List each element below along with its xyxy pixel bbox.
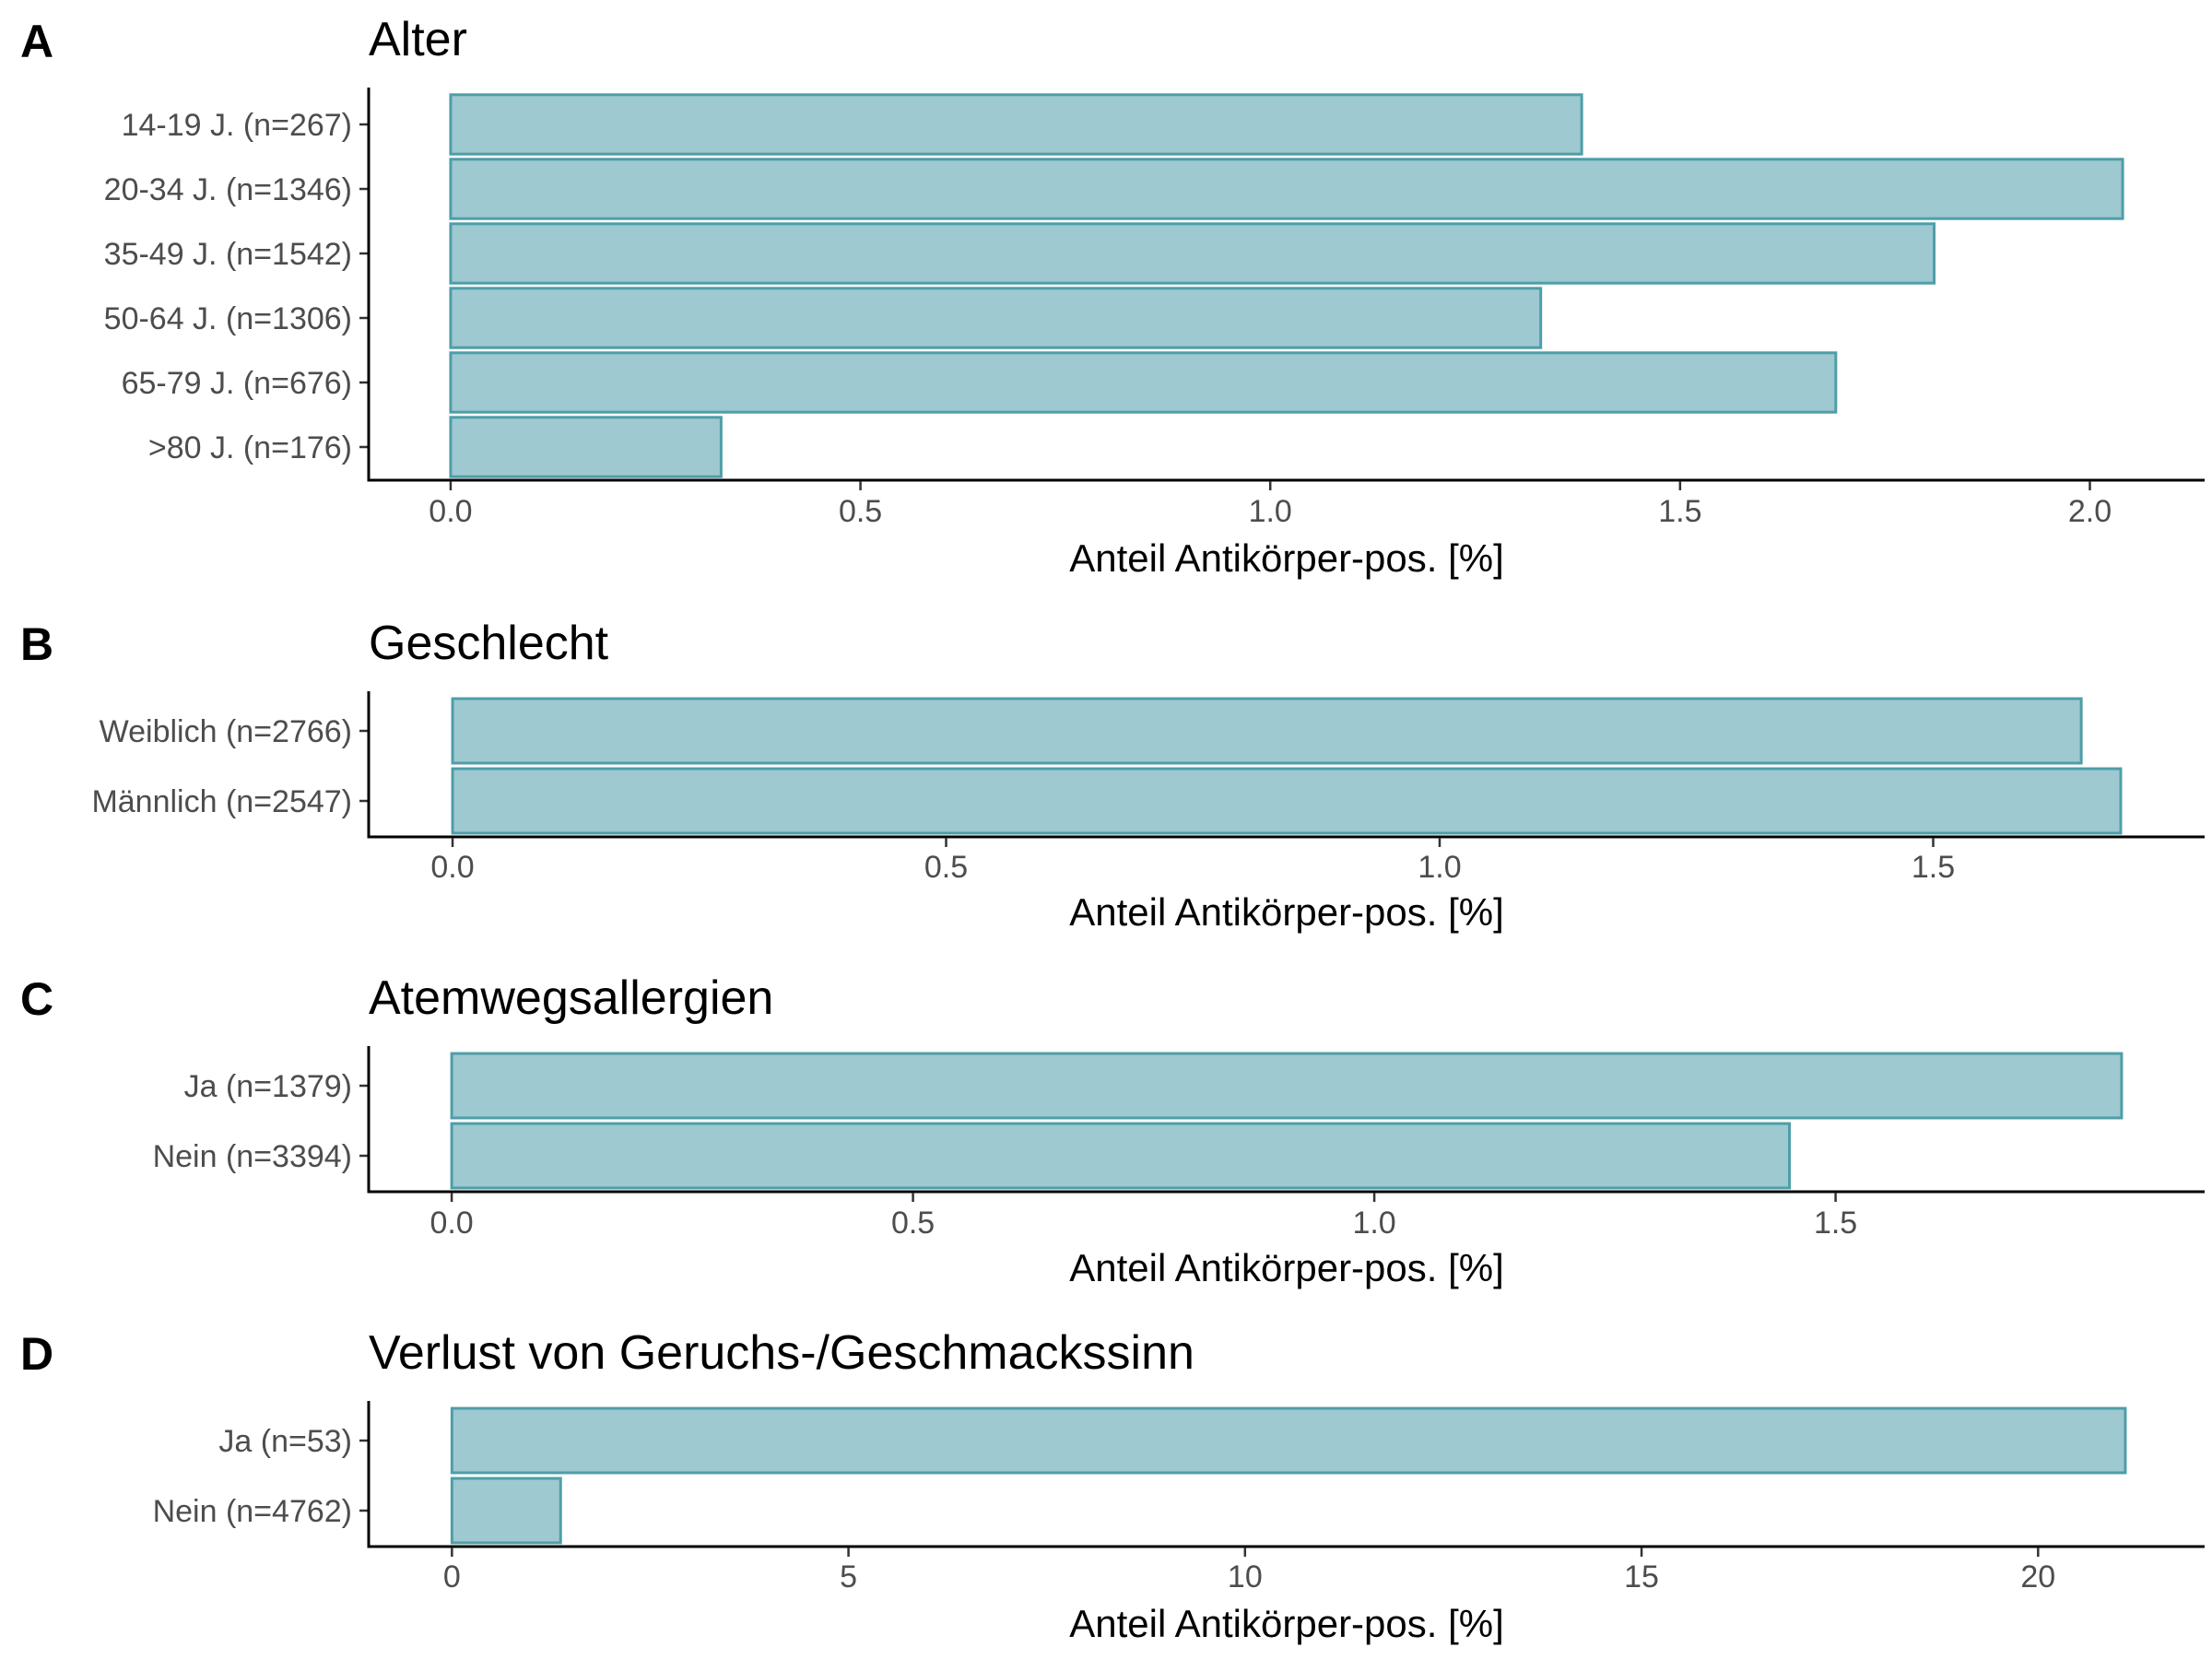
bar	[449, 222, 1936, 285]
x-axis-title: Anteil Antikörper-pos. [%]	[1069, 890, 1504, 934]
category-label: Ja (n=1379)	[184, 1069, 352, 1104]
category-label: Nein (n=4762)	[153, 1494, 352, 1529]
x-tick-label: 0	[443, 1559, 461, 1594]
category-label: 35-49 J. (n=1542)	[104, 237, 352, 272]
x-axis-title: Anteil Antikörper-pos. [%]	[1069, 1246, 1504, 1289]
x-tick-label: 20	[2020, 1559, 2055, 1594]
x-tick-label: 0.0	[430, 850, 474, 885]
bar	[449, 93, 1583, 156]
x-tick-label: 2.0	[2068, 494, 2112, 529]
panel-title: Verlust von Geruchs-/Geschmackssinn	[369, 1326, 1194, 1380]
x-tick-label: 0.0	[429, 1206, 473, 1241]
x-axis-title: Anteil Antikörper-pos. [%]	[1069, 536, 1504, 580]
x-tick-label: 0.5	[924, 850, 968, 885]
category-label: Männlich (n=2547)	[91, 784, 352, 819]
panel-title: Atemwegsallergien	[369, 971, 773, 1025]
x-tick-label: 1.5	[1912, 850, 1955, 885]
bar	[450, 1477, 562, 1545]
x-tick-label: 10	[1228, 1559, 1263, 1594]
category-label: 20-34 J. (n=1346)	[104, 172, 352, 207]
x-tick-label: 0.0	[429, 494, 472, 529]
panel-title: Geschlecht	[369, 617, 609, 670]
category-label: >80 J. (n=176)	[148, 430, 352, 465]
bar	[451, 697, 2083, 765]
category-label: Weiblich (n=2766)	[100, 714, 352, 749]
x-tick-label: 1.5	[1658, 494, 1701, 529]
x-tick-label: 5	[840, 1559, 857, 1594]
bar	[449, 351, 1838, 414]
bar	[449, 287, 1543, 349]
panel-d: D Verlust von Geruchs-/Geschmackssinn Ja (…	[20, 1326, 2205, 1645]
category-label: 65-79 J. (n=676)	[122, 366, 352, 401]
bar	[450, 1052, 2124, 1120]
panel-letter: D	[20, 1328, 53, 1380]
category-label: Ja (n=53)	[218, 1424, 352, 1459]
bar	[449, 158, 2124, 220]
bar	[450, 1406, 2127, 1475]
x-tick-label: 1.0	[1418, 850, 1461, 885]
x-tick-label: 1.0	[1249, 494, 1292, 529]
category-label: 50-64 J. (n=1306)	[104, 301, 352, 336]
x-axis-title: Anteil Antikörper-pos. [%]	[1069, 1602, 1504, 1645]
x-tick-label: 1.5	[1814, 1206, 1857, 1241]
panel-b: B Geschlecht Weiblich (n=2766) Männlich (n=…	[20, 617, 2205, 934]
bar	[451, 767, 2123, 835]
panel-letter: B	[20, 618, 53, 670]
category-label: 14-19 J. (n=267)	[122, 108, 352, 143]
bar	[449, 416, 723, 478]
category-label: Nein (n=3394)	[153, 1139, 352, 1174]
panel-title: Alter	[369, 13, 467, 66]
panel-letter: A	[20, 16, 53, 67]
panel-c: C Atemwegsallergien Ja (n=1379) Nein (n=339…	[20, 971, 2205, 1289]
x-tick-label: 1.0	[1352, 1206, 1395, 1241]
x-tick-label: 0.5	[891, 1206, 935, 1241]
panel-letter: C	[20, 973, 53, 1025]
x-tick-label: 0.5	[839, 494, 882, 529]
x-tick-label: 15	[1624, 1559, 1659, 1594]
bar	[450, 1122, 1792, 1190]
panel-a: A Alter 14-19 J. (n=267) 20-34 J. (n=1346) 3…	[20, 13, 2205, 580]
